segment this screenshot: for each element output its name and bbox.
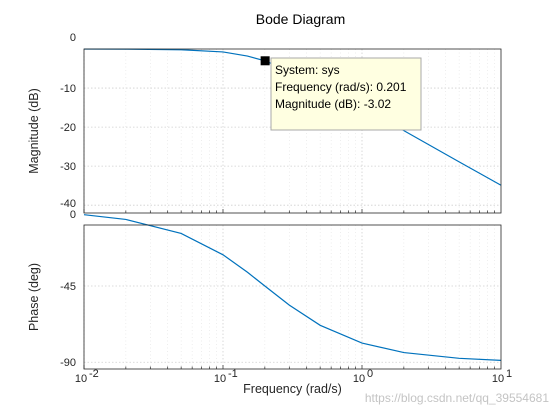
phase-y-tick-label: -90	[60, 357, 76, 369]
frequency-axis-label: Frequency (rad/s)	[243, 382, 342, 396]
magnitude-y-tick-label: -20	[60, 122, 76, 134]
x-tick-label-base: 10	[353, 373, 365, 385]
magnitude-y-tick-label: 0	[70, 32, 76, 44]
magnitude-y-tick-label: -40	[60, 198, 76, 210]
magnitude-y-tick-label: -30	[60, 161, 76, 173]
datatip-line: System: sys	[275, 63, 340, 77]
x-tick-label-base: 10	[75, 373, 87, 385]
x-tick-label-exponent: -1	[228, 368, 238, 380]
x-tick-label: 10 1	[492, 368, 512, 385]
phase-y-tick-label: 0	[70, 209, 76, 221]
axis-tick-marks	[83, 209, 495, 369]
chart-title: Bode Diagram	[256, 11, 346, 27]
phase-axis-label: Phase (deg)	[27, 263, 41, 331]
x-tick-label-exponent: 1	[506, 368, 512, 380]
vertical-grid-lines	[83, 49, 495, 369]
x-tick-label-exponent: 0	[367, 368, 373, 380]
phase-axes-background	[84, 225, 501, 369]
phase-response-line	[83, 214, 502, 361]
magnitude-axes-frame	[83, 48, 502, 214]
datatip-marker	[260, 56, 270, 66]
magnitude-y-tick-label: -10	[60, 83, 76, 95]
magnitude-axis-label: Magnitude (dB)	[27, 88, 41, 173]
watermark-text: https://blog.csdn.net/qq_39554681	[365, 391, 549, 405]
datatip-line: Magnitude (dB): -3.02	[275, 97, 391, 111]
x-tick-label: 10 0	[353, 368, 373, 385]
x-tick-label-exponent: -2	[89, 368, 99, 380]
x-tick-label: 10 -2	[75, 368, 99, 385]
datatip-box	[270, 57, 422, 131]
horizontal-grid-lines	[84, 87, 501, 363]
x-tick-label-base: 10	[214, 373, 226, 385]
datatip-line: Frequency (rad/s): 0.201	[275, 80, 407, 94]
phase-axes-frame	[83, 224, 502, 370]
x-tick-label-base: 10	[492, 373, 504, 385]
phase-y-tick-label: -45	[60, 281, 76, 293]
x-tick-label: 10 -1	[214, 368, 238, 385]
